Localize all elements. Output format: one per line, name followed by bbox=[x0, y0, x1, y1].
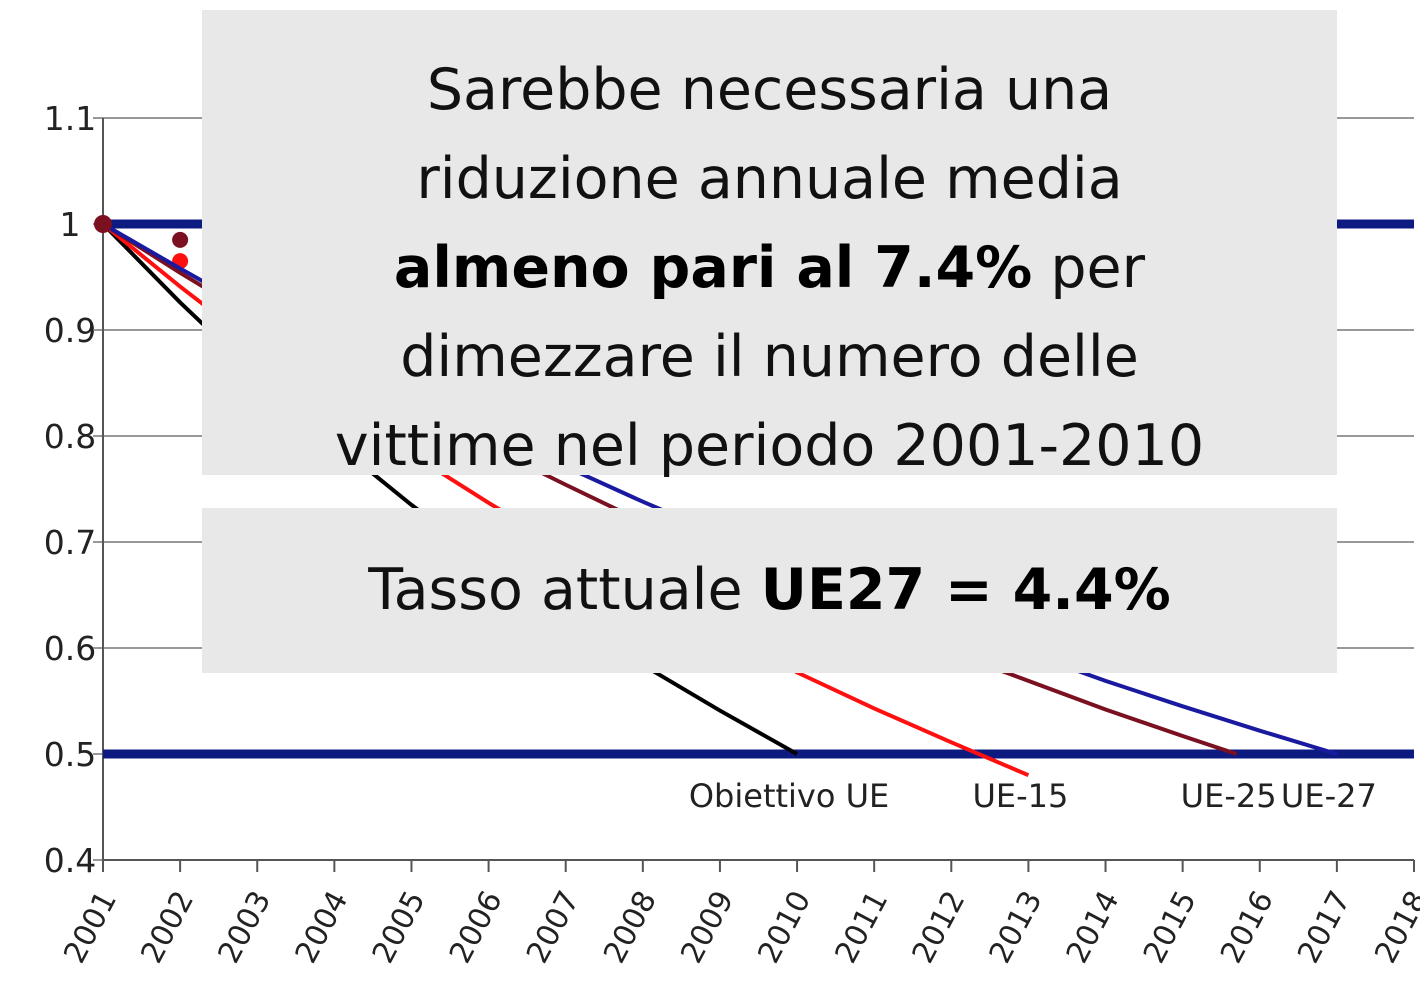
x-tick-label: 2018 bbox=[1368, 885, 1420, 969]
x-tick-label: 2008 bbox=[597, 885, 664, 969]
series-label: UE-15 bbox=[972, 777, 1068, 815]
x-tick-label: 2003 bbox=[212, 885, 279, 969]
y-tick-label: 0.8 bbox=[44, 417, 96, 456]
x-tick-label: 2011 bbox=[828, 885, 895, 969]
y-tick-label: 0.6 bbox=[44, 629, 96, 668]
x-tick-label: 2014 bbox=[1060, 885, 1127, 969]
x-tick-label: 2009 bbox=[674, 885, 741, 969]
note-line: almeno pari al 7.4% per bbox=[202, 224, 1337, 313]
x-tick-label: 2016 bbox=[1214, 885, 1281, 969]
y-tick-label: 0.4 bbox=[44, 841, 96, 880]
y-tick-label: 0.9 bbox=[44, 311, 96, 350]
note-line: dimezzare il numero delle bbox=[400, 324, 1139, 390]
rate-text: Tasso attuale bbox=[368, 557, 761, 623]
note-line: vittime nel periodo 2001-2010 bbox=[334, 413, 1205, 479]
series-label: UE-25 bbox=[1181, 777, 1277, 815]
x-tick-label: 2013 bbox=[983, 885, 1050, 969]
y-tick-label: 0.7 bbox=[44, 523, 96, 562]
x-tick-label: 2007 bbox=[520, 885, 587, 969]
x-tick-label: 2006 bbox=[443, 885, 510, 969]
series-label: Obiettivo UE bbox=[689, 777, 889, 815]
note-line: riduzione annuale media bbox=[416, 146, 1123, 212]
x-tick-label: 2002 bbox=[134, 885, 201, 969]
x-tick-label: 2005 bbox=[366, 885, 433, 969]
series-label: UE-27 bbox=[1281, 777, 1377, 815]
y-tick-label: 1 bbox=[60, 205, 81, 244]
x-tick-label: 2010 bbox=[751, 885, 818, 969]
rate-bold: UE27 = 4.4% bbox=[760, 557, 1171, 623]
rate-box: Tasso attuale UE27 = 4.4% bbox=[202, 508, 1337, 673]
note-box: Sarebbe necessaria una riduzione annuale… bbox=[202, 10, 1337, 479]
note-bold: almeno pari al 7.4% bbox=[393, 235, 1033, 301]
x-tick-label: 2004 bbox=[289, 885, 356, 969]
x-tick-label: 2015 bbox=[1137, 885, 1204, 969]
start-point bbox=[94, 215, 112, 233]
x-tick-label: 2012 bbox=[906, 885, 973, 969]
actual-point bbox=[172, 231, 189, 248]
y-tick-label: 0.5 bbox=[44, 735, 96, 774]
x-tick-label: 2017 bbox=[1291, 885, 1358, 969]
x-tick-label: 2001 bbox=[57, 885, 124, 969]
y-tick-label: 1.1 bbox=[44, 99, 96, 138]
note-text: per bbox=[1032, 235, 1146, 301]
note-line: Sarebbe necessaria una bbox=[426, 57, 1113, 123]
